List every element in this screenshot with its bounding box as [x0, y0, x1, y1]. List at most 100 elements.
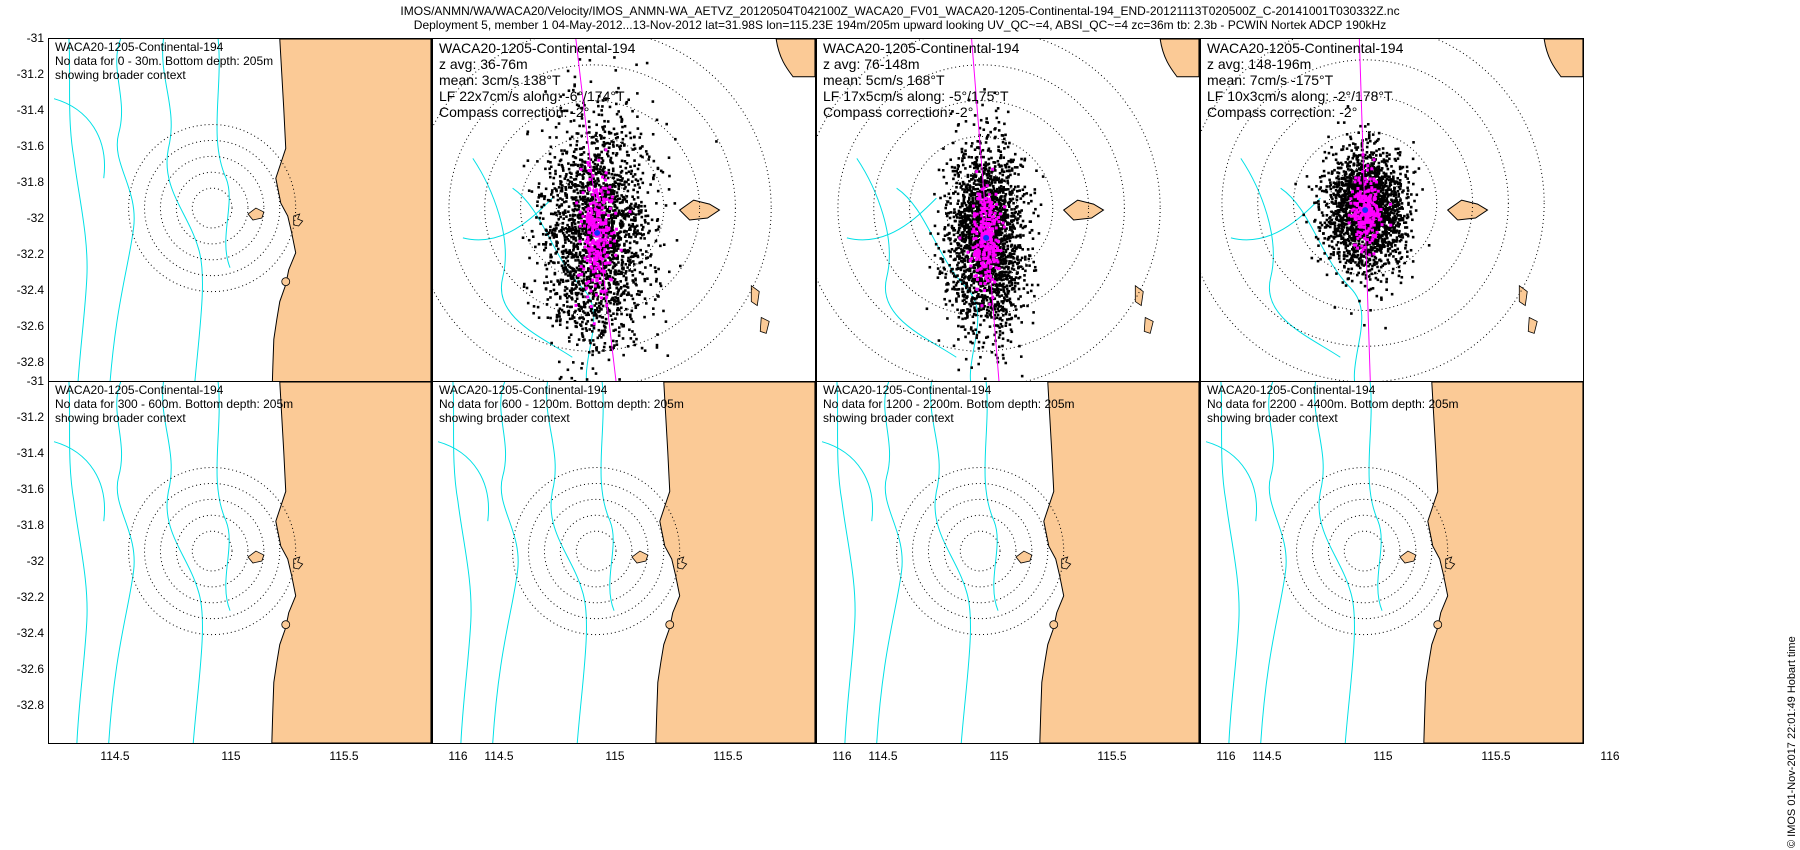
x-tick-label: 115.5: [329, 749, 359, 763]
speed-ring: [575, 530, 617, 572]
panel-annotation: WACA20-1205-Continental-194 No data for 0…: [55, 40, 273, 82]
speed-ring: [817, 39, 1161, 388]
map-canvas: [53, 39, 431, 400]
map-canvas: [1205, 382, 1583, 743]
panel-annotation-line: LF 10x3cm/s along: -2°/178°T: [1207, 88, 1393, 104]
small-island: [665, 620, 675, 630]
y-tick-label: -32.8: [16, 698, 44, 712]
speed-ring: [927, 498, 1033, 604]
credit-timestamp: © IMOS 01-Nov-2017 22:01:49 Hobart time: [1786, 636, 1798, 848]
panel-annotation-line: WACA20-1205-Continental-194: [55, 40, 224, 54]
y-tick-label: -32.6: [16, 319, 44, 333]
x-tick-label: 114.5: [1252, 749, 1282, 763]
rottnest-island: [247, 207, 265, 221]
speed-ring: [543, 498, 649, 604]
isobath-line: [1368, 382, 1383, 611]
panel-annotation-line: Compass correction: -2°: [1207, 104, 1358, 120]
speed-ring: [528, 482, 665, 620]
map-panel-r0-c3: WACA20-1205-Continental-194 z avg: 148-19…: [1200, 38, 1584, 401]
small-island: [1527, 316, 1538, 334]
speed-ring: [484, 100, 701, 316]
land-mass: [271, 382, 431, 743]
panel-annotation: WACA20-1205-Continental-194 No data for 2…: [1207, 383, 1458, 425]
small-island: [1518, 284, 1528, 307]
panel-annotation-line: No data for 1200 - 2200m. Bottom depth: …: [823, 397, 1075, 411]
speed-ring: [559, 514, 633, 588]
speed-ring: [191, 187, 233, 229]
x-tick-label: 116: [1600, 749, 1620, 763]
swan-inlet: [1061, 556, 1072, 570]
isobath-line: [162, 382, 203, 743]
y-tick-label: -32: [26, 211, 44, 225]
x-tick-label: 115: [989, 749, 1009, 763]
speed-ring: [128, 124, 297, 293]
panel-annotation-line: WACA20-1205-Continental-194: [439, 383, 608, 397]
land-mass: [775, 39, 815, 78]
speed-ring: [128, 467, 297, 636]
panel-annotation-line: No data for 600 - 1200m. Bottom depth: 2…: [439, 397, 684, 411]
isobath-line: [108, 39, 135, 400]
isobath-line: [1260, 382, 1287, 743]
map-panel-r1-c2: WACA20-1205-Continental-194 No data for 1…: [816, 381, 1200, 744]
rottnest-island: [247, 550, 265, 564]
mean-velocity-marker: [1362, 207, 1369, 214]
speed-ring: [433, 39, 772, 388]
panel-annotation-line: showing broader context: [823, 411, 954, 425]
x-tick-label: 115: [221, 749, 241, 763]
map-panel-r1-c1: WACA20-1205-Continental-194 No data for 6…: [432, 381, 816, 744]
figure-title-line2: Deployment 5, member 1 04-May-2012...13-…: [413, 18, 1387, 32]
speed-ring: [175, 171, 249, 245]
isobath-line: [53, 441, 105, 522]
speed-ring: [959, 530, 1001, 572]
speed-ring: [1296, 482, 1433, 620]
land-mass: [1423, 382, 1583, 743]
panel-annotation-line: WACA20-1205-Continental-194: [823, 40, 1020, 56]
isobath-line: [492, 382, 519, 743]
rottnest-island: [631, 550, 649, 564]
x-tick-label: 115.5: [713, 749, 743, 763]
panel-annotation: WACA20-1205-Continental-194 No data for 3…: [55, 383, 293, 425]
isobath-line: [930, 382, 971, 743]
panel-annotation-line: showing broader context: [439, 411, 570, 425]
rottnest-island: [1062, 199, 1105, 221]
principal-axis-line: [575, 39, 619, 400]
speed-ring: [1280, 467, 1449, 636]
y-tick-label: -32.6: [16, 662, 44, 676]
rottnest-island: [678, 199, 721, 221]
isobath-line: [821, 441, 873, 522]
land-mass: [1159, 39, 1199, 78]
rottnest-island: [1446, 199, 1489, 221]
speed-ring: [1257, 95, 1474, 311]
small-island: [1143, 316, 1154, 334]
speed-ring: [175, 514, 249, 588]
panel-annotation-line: showing broader context: [1207, 411, 1338, 425]
panel-annotation: WACA20-1205-Continental-194 No data for 6…: [439, 383, 684, 425]
principal-axis-line: [1358, 39, 1372, 400]
swan-inlet: [677, 556, 688, 570]
panel-annotation-line: WACA20-1205-Continental-194: [55, 383, 224, 397]
isobath-line: [546, 382, 587, 743]
map-panel-r0-c0: WACA20-1205-Continental-194 No data for 0…: [48, 38, 432, 401]
map-canvas: [817, 39, 1199, 400]
rottnest-island: [1399, 550, 1417, 564]
panel-annotation: WACA20-1205-Continental-194 z avg: 36-76m…: [439, 40, 635, 120]
speed-ring: [912, 482, 1049, 620]
isobath-line: [216, 39, 231, 268]
map-panel-r1-c0: WACA20-1205-Continental-194 No data for 3…: [48, 381, 432, 744]
speed-ring: [896, 467, 1065, 636]
swan-inlet: [293, 556, 304, 570]
map-canvas: [53, 382, 431, 743]
panel-annotation-line: WACA20-1205-Continental-194: [439, 40, 636, 56]
panel-annotation-line: WACA20-1205-Continental-194: [823, 383, 992, 397]
map-canvas: [433, 39, 815, 400]
small-island: [281, 277, 291, 287]
y-tick-label: -31.4: [16, 103, 44, 117]
y-tick-label: -32: [26, 554, 44, 568]
y-tick-label: -31.8: [16, 518, 44, 532]
small-island: [1134, 284, 1144, 307]
y-tick-label: -31.2: [16, 410, 44, 424]
panel-annotation-line: LF 22x7cm/s along: -6°/174°T: [439, 88, 625, 104]
panel-annotation-line: mean: 3cm/s 138°T: [439, 72, 561, 88]
velocity-scatter: [925, 88, 1045, 400]
y-tick-label: -32.2: [16, 590, 44, 604]
